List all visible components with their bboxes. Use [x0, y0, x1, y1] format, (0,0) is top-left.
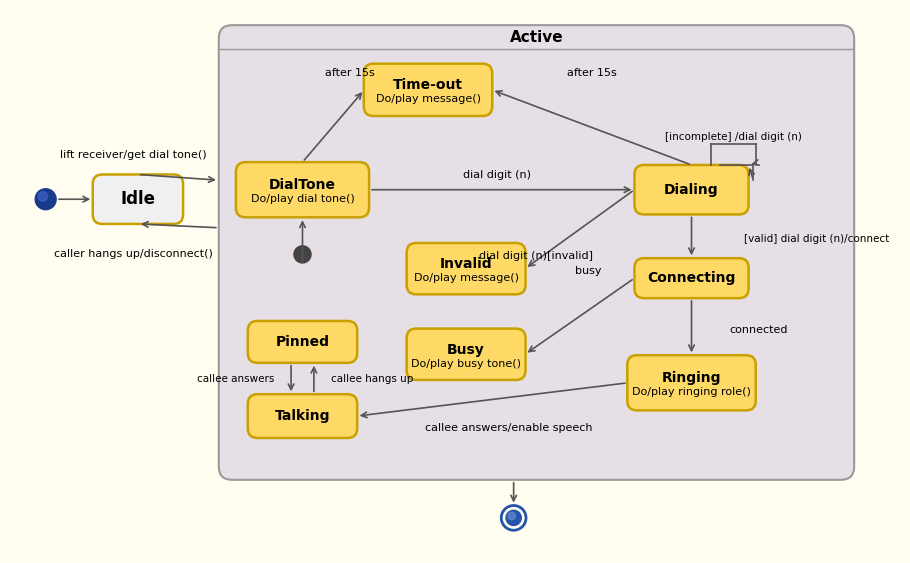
FancyBboxPatch shape [407, 329, 526, 380]
Text: callee answers/enable speech: callee answers/enable speech [425, 423, 592, 434]
Text: after 15s: after 15s [325, 68, 375, 78]
Text: after 15s: after 15s [567, 68, 616, 78]
Text: Do/play dial tone(): Do/play dial tone() [250, 194, 354, 204]
Circle shape [38, 191, 47, 201]
Text: Active: Active [510, 30, 563, 45]
Text: Talking: Talking [275, 409, 330, 423]
FancyBboxPatch shape [407, 243, 526, 294]
Text: caller hangs up/disconnect(): caller hangs up/disconnect() [54, 249, 213, 260]
Text: Connecting: Connecting [647, 271, 735, 285]
Circle shape [35, 189, 56, 209]
FancyBboxPatch shape [248, 321, 357, 363]
FancyBboxPatch shape [218, 25, 854, 480]
FancyBboxPatch shape [364, 64, 492, 116]
FancyBboxPatch shape [634, 258, 749, 298]
Text: Dialing: Dialing [664, 183, 719, 196]
FancyBboxPatch shape [236, 162, 369, 217]
Text: lift receiver/get dial tone(): lift receiver/get dial tone() [60, 150, 207, 159]
FancyBboxPatch shape [627, 355, 755, 410]
Text: busy: busy [575, 266, 602, 275]
Text: [incomplete] /dial digit (n): [incomplete] /dial digit (n) [665, 132, 802, 142]
Text: connected: connected [730, 325, 788, 336]
Text: Pinned: Pinned [276, 335, 329, 349]
FancyBboxPatch shape [248, 394, 357, 438]
FancyBboxPatch shape [93, 175, 183, 224]
Text: callee hangs up: callee hangs up [331, 374, 413, 384]
Text: callee answers: callee answers [197, 374, 274, 384]
Text: Do/play busy tone(): Do/play busy tone() [411, 359, 521, 369]
Text: Ringing: Ringing [662, 371, 722, 385]
FancyBboxPatch shape [634, 165, 749, 215]
Circle shape [506, 510, 521, 525]
Text: Do/play message(): Do/play message() [413, 273, 519, 283]
Text: DialTone: DialTone [269, 178, 336, 192]
Text: Do/play ringing role(): Do/play ringing role() [632, 387, 751, 397]
Text: dial digit (n)[invalid]: dial digit (n)[invalid] [479, 251, 592, 261]
Circle shape [508, 512, 516, 520]
Text: dial digit (n): dial digit (n) [463, 171, 531, 181]
Text: Invalid: Invalid [440, 257, 492, 271]
Text: Time-out: Time-out [393, 78, 463, 92]
Circle shape [294, 246, 311, 263]
Text: Do/play message(): Do/play message() [376, 95, 480, 104]
Text: Busy: Busy [447, 342, 485, 356]
Text: Idle: Idle [120, 190, 156, 208]
Text: [valid] dial digit (n)/connect: [valid] dial digit (n)/connect [743, 234, 889, 244]
